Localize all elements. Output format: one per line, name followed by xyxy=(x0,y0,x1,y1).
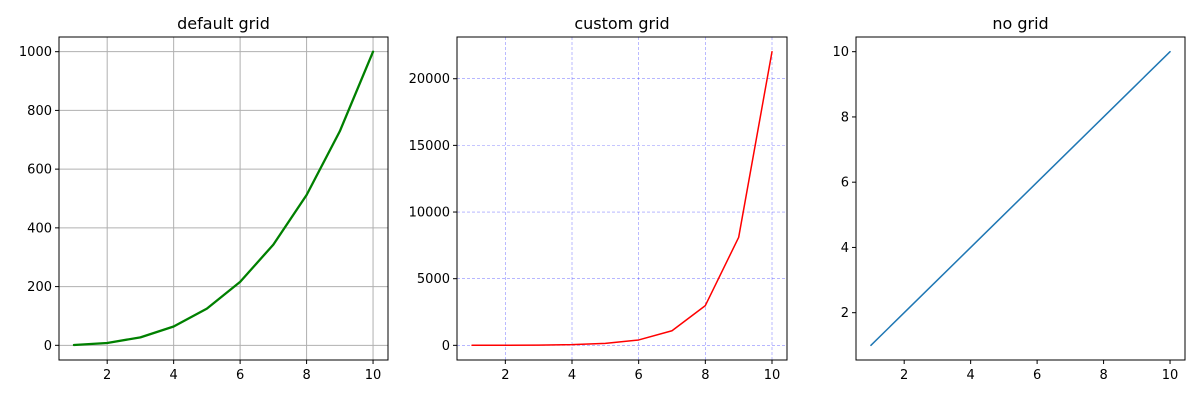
y-tick-label: 5000 xyxy=(417,272,450,287)
axes-frame xyxy=(58,36,389,361)
x-tick-label: 6 xyxy=(1033,368,1041,383)
axes-frame xyxy=(855,36,1186,361)
panel-no-grid: no grid 2 4 6 8 10 2 4 6 8 10 xyxy=(832,14,1186,383)
y-tick-label: 15000 xyxy=(409,139,450,154)
x-tick-label: 6 xyxy=(236,368,244,383)
y-tick-label: 800 xyxy=(27,104,52,119)
x-tick-label: 2 xyxy=(900,368,908,383)
y-tick-label: 1000 xyxy=(19,45,52,60)
x-tick-label: 6 xyxy=(635,368,643,383)
panel-custom-grid: custom grid 2 4 6 8 10 0 5000 10000 15000 20000 xyxy=(409,14,788,383)
y-tick-label: 8 xyxy=(841,110,849,125)
series-line xyxy=(870,50,1171,347)
y-tick-label: 400 xyxy=(27,221,52,236)
x-tick-label: 8 xyxy=(701,368,709,383)
x-tick-label: 4 xyxy=(170,368,178,383)
axes-frame xyxy=(456,36,788,361)
y-tick-label: 0 xyxy=(442,339,450,354)
y-tick-label: 10 xyxy=(832,45,849,60)
series-line xyxy=(471,50,773,347)
x-tick-label: 10 xyxy=(1162,368,1179,383)
y-tick-label: 200 xyxy=(27,280,52,295)
y-tick-label: 6 xyxy=(841,176,849,191)
x-tick-label: 8 xyxy=(302,368,310,383)
x-tick-label: 8 xyxy=(1099,368,1107,383)
y-tick-label: 0 xyxy=(44,339,52,354)
y-tick-label: 20000 xyxy=(409,72,450,87)
panel-title: default grid xyxy=(177,14,270,33)
y-tick-label: 600 xyxy=(27,163,52,178)
panel-default-grid: default grid 2 4 6 8 10 0 200 400 600 800 1000 xyxy=(19,14,389,383)
x-tick-label: 10 xyxy=(365,368,382,383)
panel-title: no grid xyxy=(992,14,1048,33)
x-tick-label: 10 xyxy=(764,368,781,383)
y-tick-label: 4 xyxy=(841,241,849,256)
x-tick-label: 2 xyxy=(103,368,111,383)
panel-title: custom grid xyxy=(574,14,669,33)
x-tick-label: 4 xyxy=(967,368,975,383)
x-tick-label: 2 xyxy=(501,368,509,383)
y-tick-label: 2 xyxy=(841,306,849,321)
series-line xyxy=(72,50,375,347)
y-tick-label: 10000 xyxy=(409,206,450,221)
x-tick-label: 4 xyxy=(568,368,576,383)
